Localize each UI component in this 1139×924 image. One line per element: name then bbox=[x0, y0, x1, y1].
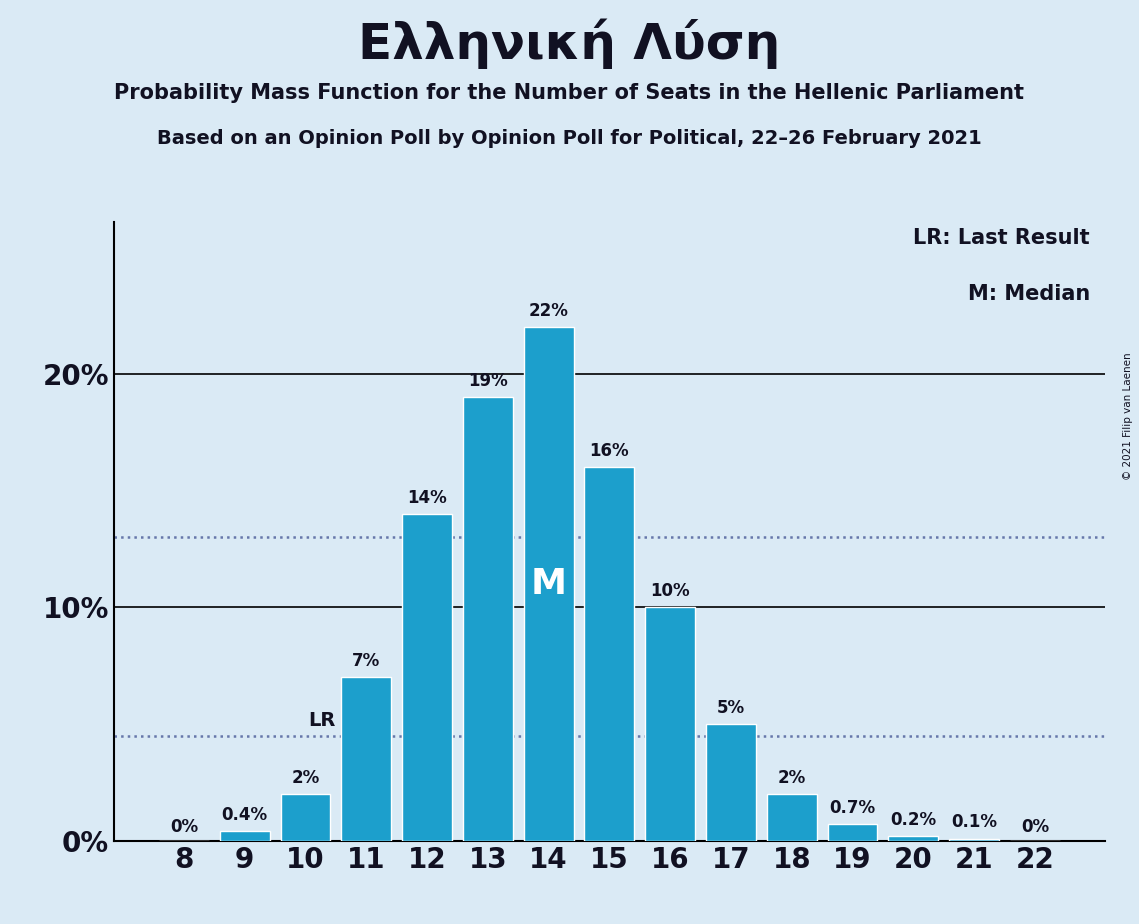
Text: Based on an Opinion Poll by Opinion Poll for Political, 22–26 February 2021: Based on an Opinion Poll by Opinion Poll… bbox=[157, 129, 982, 149]
Bar bbox=[584, 467, 634, 841]
Text: 0%: 0% bbox=[1021, 818, 1049, 836]
Bar bbox=[706, 724, 756, 841]
Text: 22%: 22% bbox=[528, 302, 568, 320]
Bar bbox=[342, 677, 391, 841]
Bar bbox=[524, 327, 574, 841]
Text: M: Median: M: Median bbox=[968, 284, 1090, 304]
Text: 16%: 16% bbox=[590, 442, 629, 460]
Bar bbox=[949, 838, 999, 841]
Text: Probability Mass Function for the Number of Seats in the Hellenic Parliament: Probability Mass Function for the Number… bbox=[115, 83, 1024, 103]
Bar bbox=[220, 832, 270, 841]
Bar bbox=[645, 607, 695, 841]
Text: 2%: 2% bbox=[778, 769, 806, 787]
Text: 7%: 7% bbox=[352, 652, 380, 670]
Bar bbox=[280, 794, 330, 841]
Text: 19%: 19% bbox=[468, 372, 508, 390]
Bar bbox=[828, 824, 877, 841]
Bar bbox=[402, 514, 452, 841]
Text: 14%: 14% bbox=[407, 489, 446, 506]
Text: 0.7%: 0.7% bbox=[829, 799, 876, 818]
Text: 0.1%: 0.1% bbox=[951, 813, 997, 832]
Bar bbox=[767, 794, 817, 841]
Text: Ελληνική Λύση: Ελληνική Λύση bbox=[359, 18, 780, 69]
Text: 2%: 2% bbox=[292, 769, 320, 787]
Text: M: M bbox=[531, 566, 566, 601]
Text: © 2021 Filip van Laenen: © 2021 Filip van Laenen bbox=[1123, 352, 1133, 480]
Bar bbox=[888, 836, 939, 841]
Text: 10%: 10% bbox=[650, 582, 690, 601]
Text: 0.2%: 0.2% bbox=[891, 811, 936, 829]
Bar bbox=[462, 397, 513, 841]
Text: 0.4%: 0.4% bbox=[222, 807, 268, 824]
Text: LR: LR bbox=[309, 711, 336, 730]
Text: 0%: 0% bbox=[170, 818, 198, 836]
Text: 5%: 5% bbox=[716, 699, 745, 717]
Text: LR: Last Result: LR: Last Result bbox=[913, 228, 1090, 248]
